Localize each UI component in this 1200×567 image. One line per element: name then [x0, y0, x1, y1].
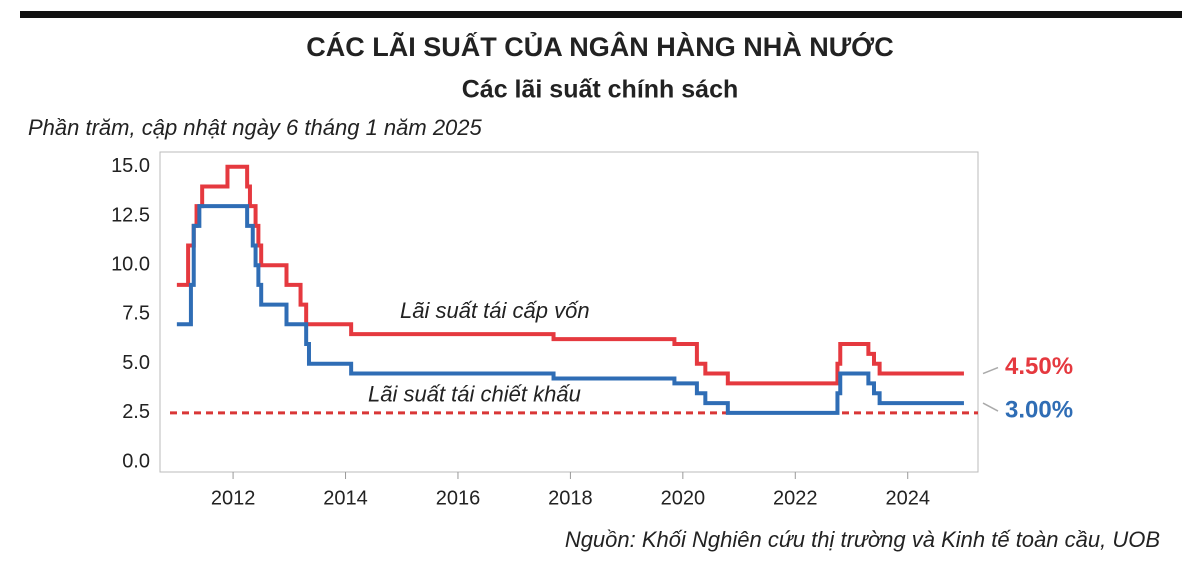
x-tick-label: 2016: [436, 487, 481, 509]
end-label-connector: [982, 402, 999, 412]
end-label: 4.50%: [1005, 353, 1073, 380]
series-line: [176, 204, 964, 415]
source-note: Nguồn: Khối Nghiên cứu thị trường và Kin…: [565, 527, 1160, 552]
plot-frame: [159, 151, 979, 473]
y-tick-label: 0.0: [122, 450, 150, 472]
top-bar: [20, 11, 1182, 18]
x-tick-label: 2022: [773, 487, 818, 509]
x-tick-label: 2012: [211, 487, 256, 509]
y-tick-label: 2.5: [122, 401, 150, 423]
series-annotation: Lãi suất tái cấp vốn: [400, 298, 590, 323]
x-tick-label: 2014: [323, 487, 368, 509]
x-tick-label: 2024: [885, 487, 930, 509]
x-tick-label: 2018: [548, 487, 593, 509]
chart-subtitle: Các lãi suất chính sách: [462, 76, 739, 104]
y-tick-label: 15.0: [111, 155, 150, 177]
series-line: [176, 164, 964, 386]
y-tick-label: 10.0: [111, 254, 150, 276]
x-tick-label: 2020: [661, 487, 706, 509]
y-tick-label: 7.5: [122, 303, 150, 325]
y-tick-label: 5.0: [122, 352, 150, 374]
y-tick-label: 12.5: [111, 204, 150, 226]
unit-note: Phần trăm, cập nhật ngày 6 tháng 1 năm 2…: [28, 115, 483, 140]
end-label-connector: [982, 366, 999, 375]
end-label: 3.00%: [1005, 396, 1073, 423]
series-annotation: Lãi suất tái chiết khấu: [368, 381, 581, 406]
chart-title: CÁC LÃI SUẤT CỦA NGÂN HÀNG NHÀ NƯỚC: [306, 30, 893, 62]
